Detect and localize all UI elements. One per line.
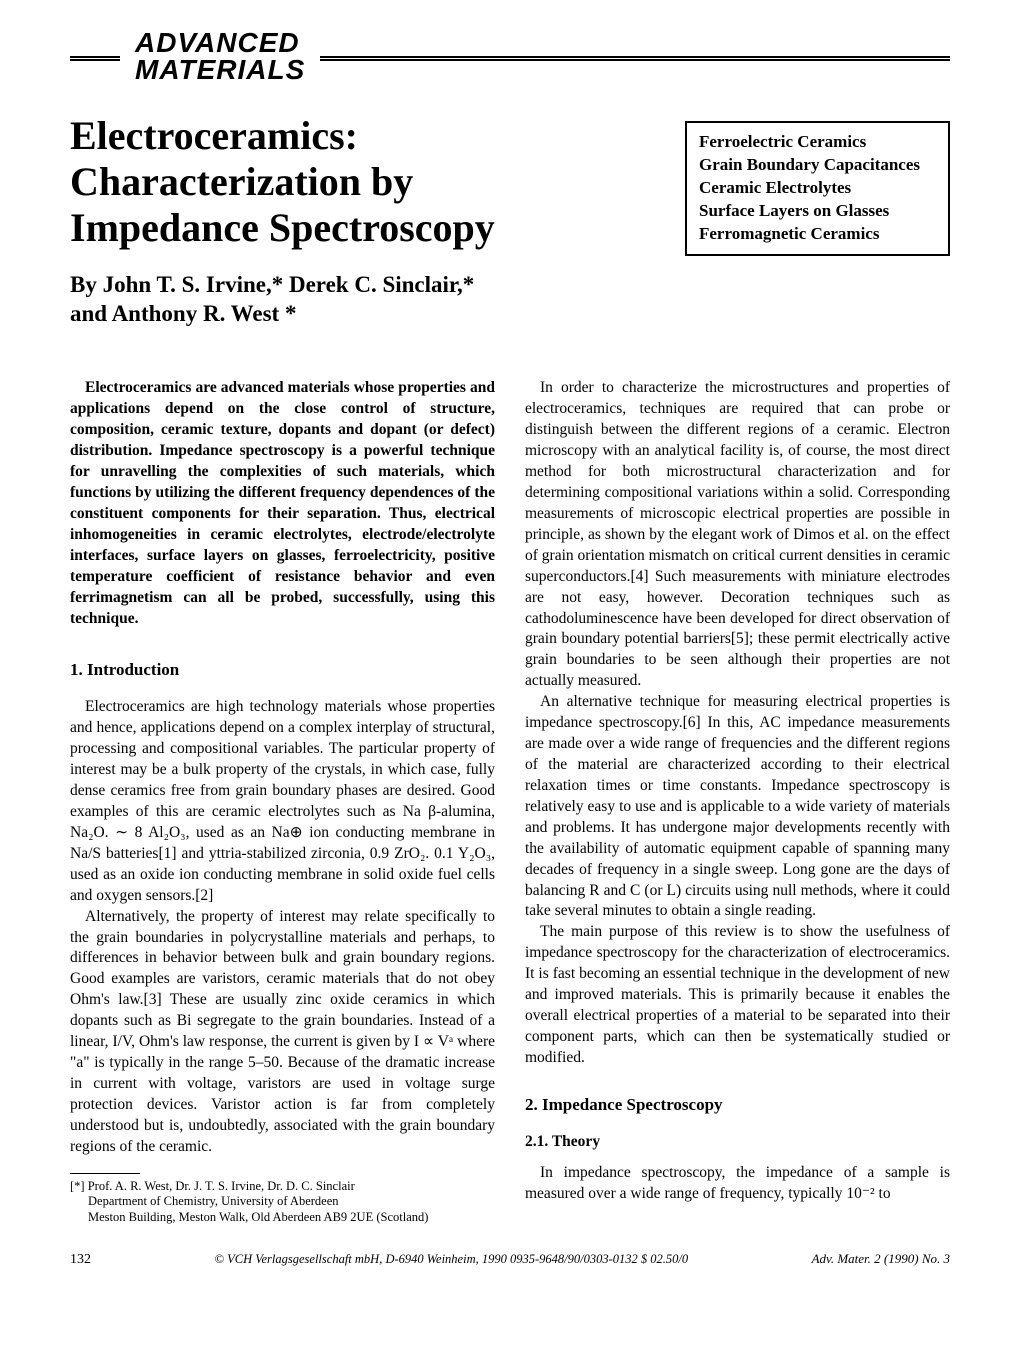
article-title: Electroceramics: Characterization by Imp…: [70, 113, 495, 251]
page-footer: 132 © VCH Verlagsgesellschaft mbH, D-694…: [70, 1251, 950, 1268]
title-line3: Impedance Spectroscopy: [70, 205, 495, 251]
keyword-2: Ceramic Electrolytes: [699, 177, 936, 200]
footer-copyright: © VCH Verlagsgesellschaft mbH, D-6940 We…: [215, 1252, 689, 1267]
authors-line2: and Anthony R. West *: [70, 300, 950, 329]
author-footnote: [*] Prof. A. R. West, Dr. J. T. S. Irvin…: [70, 1179, 495, 1226]
footnote-line3: Meston Building, Meston Walk, Old Aberde…: [70, 1210, 495, 1226]
page-number: 132: [70, 1252, 91, 1268]
footnote-line2: Department of Chemistry, University of A…: [70, 1194, 495, 1210]
keywords-box: Ferroelectric Ceramics Grain Boundary Ca…: [685, 121, 950, 256]
left-column: Electroceramics are advanced materials w…: [70, 378, 495, 1225]
title-line1: Electroceramics:: [70, 113, 495, 159]
footer-citation: Adv. Mater. 2 (1990) No. 3: [812, 1251, 950, 1267]
journal-line2: MATERIALS: [135, 57, 305, 84]
footnote-line1: [*] Prof. A. R. West, Dr. J. T. S. Irvin…: [70, 1179, 495, 1195]
body-columns: Electroceramics are advanced materials w…: [70, 378, 950, 1225]
right-column: In order to characterize the microstruct…: [525, 378, 950, 1225]
journal-logo: ADVANCED MATERIALS: [135, 30, 320, 83]
col2-paragraph-3: The main purpose of this review is to sh…: [525, 922, 950, 1068]
authors-line1: By John T. S. Irvine,* Derek C. Sinclair…: [70, 271, 950, 300]
keyword-0: Ferroelectric Ceramics: [699, 131, 936, 154]
keyword-1: Grain Boundary Capacitances: [699, 154, 936, 177]
intro-paragraph-2: Alternatively, the property of interest …: [70, 907, 495, 1158]
col2-paragraph-1: In order to characterize the microstruct…: [525, 378, 950, 692]
title-line2: Characterization by: [70, 159, 495, 205]
sec21-paragraph-1: In impedance spectroscopy, the impedance…: [525, 1163, 950, 1205]
section-1-heading: 1. Introduction: [70, 659, 495, 682]
keyword-3: Surface Layers on Glasses: [699, 200, 936, 223]
intro-paragraph-1: Electroceramics are high technology mate…: [70, 697, 495, 906]
journal-line1: ADVANCED: [135, 30, 305, 57]
title-block: Electroceramics: Characterization by Imp…: [70, 113, 950, 256]
section-2-1-heading: 2.1. Theory: [525, 1132, 950, 1153]
footnote-rule: [70, 1173, 140, 1174]
col2-paragraph-2: An alternative technique for measuring e…: [525, 692, 950, 922]
authors: By John T. S. Irvine,* Derek C. Sinclair…: [70, 271, 950, 329]
keyword-4: Ferromagnetic Ceramics: [699, 223, 936, 246]
header-rule-right: [320, 56, 950, 61]
journal-header: ADVANCED MATERIALS: [70, 30, 950, 83]
section-2-heading: 2. Impedance Spectroscopy: [525, 1094, 950, 1117]
header-rule-left: [70, 56, 120, 61]
abstract-text: Electroceramics are advanced materials w…: [70, 378, 495, 629]
